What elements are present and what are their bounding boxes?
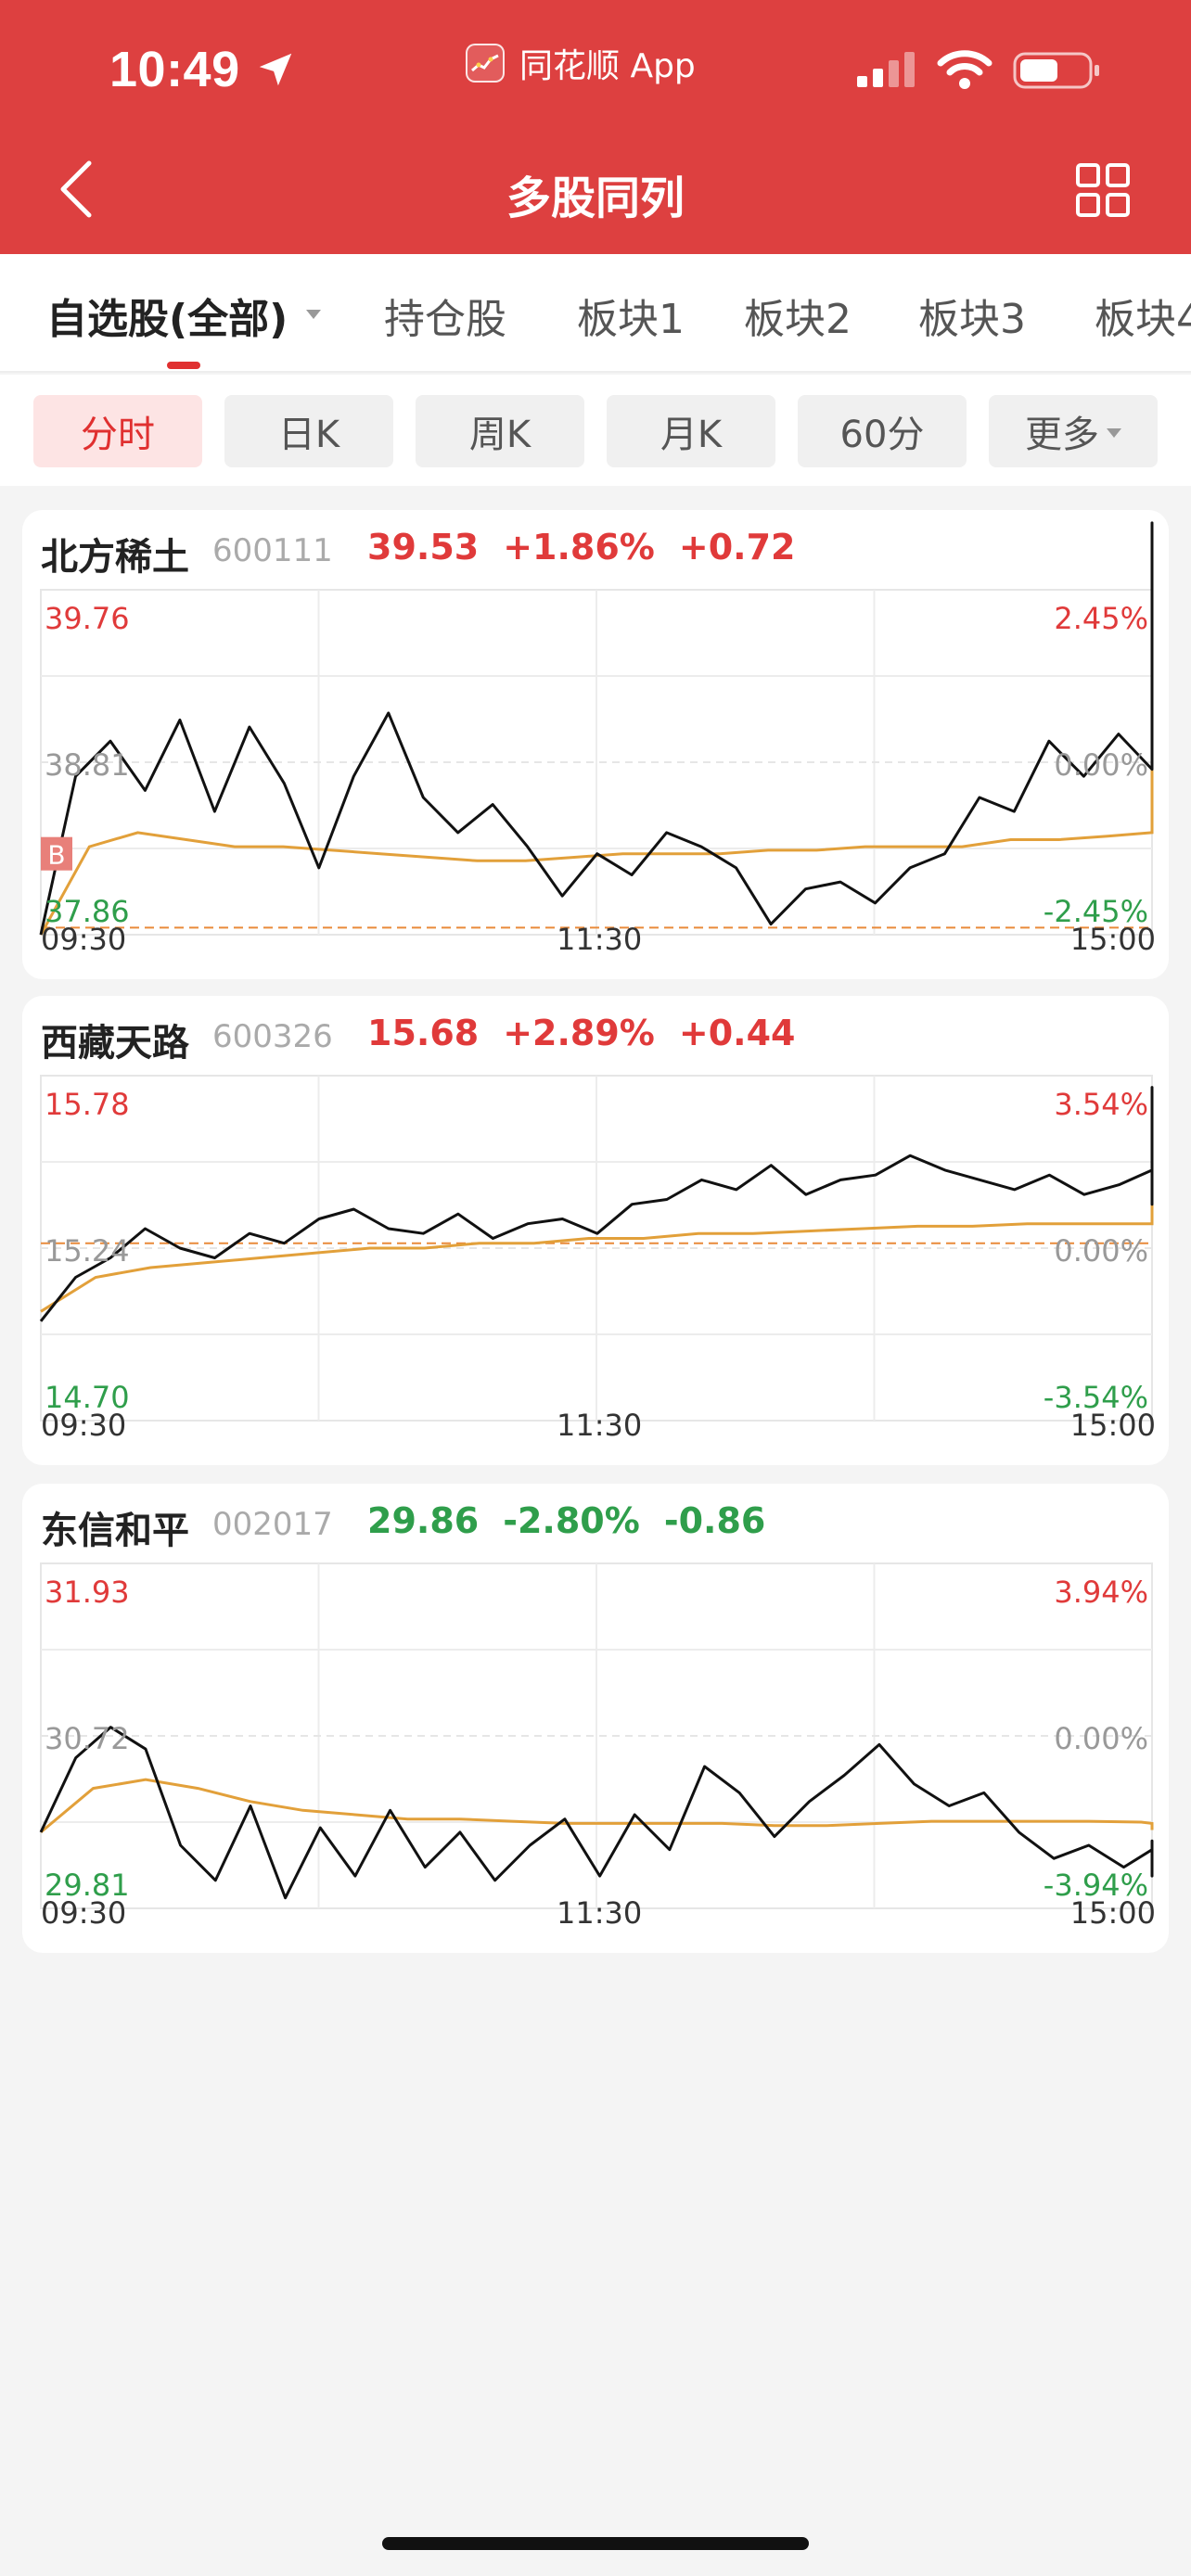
period-monthly-button[interactable]: 月K [607,395,775,467]
axis-price-mid: 30.72 [45,1721,130,1756]
price-line [39,1726,1154,1900]
intraday-chart-plot: B [39,521,1154,936]
period-selector: 分时 日K 周K 月K 60分 更多 [0,375,1191,486]
price-line [39,521,1154,936]
period-label: 更多 [1025,414,1099,456]
stock-name: 北方稀土 [41,536,189,579]
time-axis-end: 15:00 [1069,1895,1156,1931]
axis-pct-high: 3.54% [1054,1087,1148,1122]
grid-icon[interactable] [1076,163,1130,217]
stock-quote: 39.53 +1.86% +0.72 [367,527,795,567]
time-axis-start: 09:30 [41,922,127,957]
battery-icon [1013,52,1099,89]
intraday-chart[interactable]: 15.78 15.24 14.70 3.54% 0.00% -3.54% 09:… [22,1070,1169,1465]
stock-change-percent: +1.86% [503,527,655,567]
stock-price: 39.53 [367,527,480,567]
stock-quote: 29.86 -2.80% -0.86 [367,1500,765,1541]
stock-card[interactable]: 西藏天路 600326 15.68 +2.89% +0.44 15.78 15.… [22,996,1169,1465]
axis-price-high: 39.76 [45,601,130,636]
app-logo-icon [466,44,505,83]
period-60min-button[interactable]: 60分 [798,395,967,467]
axis-price-high: 15.78 [45,1087,130,1122]
axis-pct-mid: 0.00% [1054,1721,1148,1756]
status-time: 10:49 [109,42,240,97]
time-axis-end: 15:00 [1069,1408,1156,1443]
axis-price-mid: 15.24 [45,1233,130,1269]
location-arrow-icon [259,53,292,86]
axis-pct-high: 3.94% [1054,1575,1148,1610]
period-weekly-button[interactable]: 周K [416,395,584,467]
stock-change-amount: +0.44 [678,1013,796,1053]
axis-pct-mid: 0.00% [1054,1233,1148,1269]
period-label: 月K [660,414,723,456]
axis-price-low: 14.70 [45,1380,130,1415]
signal-icon [857,52,915,87]
axis-pct-low: -3.54% [1043,1380,1148,1415]
axis-pct-low: -3.94% [1043,1868,1148,1903]
time-axis-start: 09:30 [41,1408,127,1443]
caret-down-icon [1107,428,1121,438]
period-intraday-button[interactable]: 分时 [33,395,202,467]
stock-code: 600326 [212,1018,333,1055]
stock-name: 东信和平 [41,1510,189,1552]
stock-price: 29.86 [367,1500,480,1541]
axis-price-mid: 38.81 [45,747,130,783]
stock-change-amount: -0.86 [663,1500,766,1541]
chevron-left-icon[interactable] [56,159,96,219]
caret-down-icon[interactable] [306,310,321,319]
period-label: 周K [468,414,531,456]
time-axis-mid: 11:30 [557,1408,643,1443]
axis-price-low: 29.81 [45,1868,130,1903]
stock-name: 西藏天路 [41,1022,189,1065]
buy-marker [41,836,72,871]
buy-marker-label: B [47,840,65,871]
tab-sector-4[interactable]: 板块4 [1095,296,1191,343]
time-axis-mid: 11:30 [557,922,643,957]
stock-code: 600111 [212,532,333,569]
time-axis-start: 09:30 [41,1895,127,1931]
stock-change-amount: +0.72 [678,527,796,567]
period-daily-button[interactable]: 日K [224,395,393,467]
tab-holdings[interactable]: 持仓股 [384,296,506,343]
tab-sector-2[interactable]: 板块2 [744,296,852,343]
price-line [39,1086,1154,1322]
tab-sector-3[interactable]: 板块3 [918,296,1026,343]
stock-card[interactable]: 北方稀土 600111 39.53 +1.86% +0.72 B 39.76 3… [22,510,1169,979]
page-title: 多股同列 [506,172,685,224]
period-more-button[interactable]: 更多 [989,395,1158,467]
home-indicator [382,2537,809,2550]
tab-sector-1[interactable]: 板块1 [577,296,685,343]
stock-change-percent: -2.80% [503,1500,640,1541]
stock-change-percent: +2.89% [503,1013,655,1053]
app-name: 同花顺 App [519,47,696,85]
tab-watchlist-all[interactable]: 自选股(全部) [46,296,288,343]
group-tabs: 自选股(全部) 持仓股 板块1 板块2 板块3 板块4 [0,254,1191,373]
intraday-chart-plot [39,1075,1154,1422]
return-to-app-button[interactable]: 同花顺 App [466,41,696,85]
intraday-chart-plot [39,1562,1154,1909]
axis-pct-mid: 0.00% [1054,747,1148,783]
average-price-line [40,1778,1154,1834]
app-header: 10:49 同花顺 App 多股同列 [0,0,1191,254]
intraday-chart[interactable]: B 39.76 38.81 37.86 2.45% 0.00% -2.45% 0… [22,521,1169,979]
time-axis-end: 15:00 [1069,922,1156,957]
axis-pct-high: 2.45% [1054,601,1148,636]
intraday-chart[interactable]: 31.93 30.72 29.81 3.94% 0.00% -3.94% 09:… [22,1558,1169,1953]
period-label: 日K [277,414,340,456]
wifi-icon [937,50,992,89]
stock-quote: 15.68 +2.89% +0.44 [367,1013,795,1053]
axis-price-low: 37.86 [45,894,130,929]
period-label: 分时 [81,414,155,456]
average-price-line [39,755,1154,936]
stock-price: 15.68 [367,1013,480,1053]
average-price-line [40,1199,1154,1313]
active-tab-indicator [167,362,200,369]
stock-card[interactable]: 东信和平 002017 29.86 -2.80% -0.86 31.93 30.… [22,1484,1169,1953]
axis-pct-low: -2.45% [1043,894,1148,929]
axis-price-high: 31.93 [45,1575,130,1610]
period-label: 60分 [839,414,925,456]
time-axis-mid: 11:30 [557,1895,643,1931]
stock-code: 002017 [212,1506,333,1543]
